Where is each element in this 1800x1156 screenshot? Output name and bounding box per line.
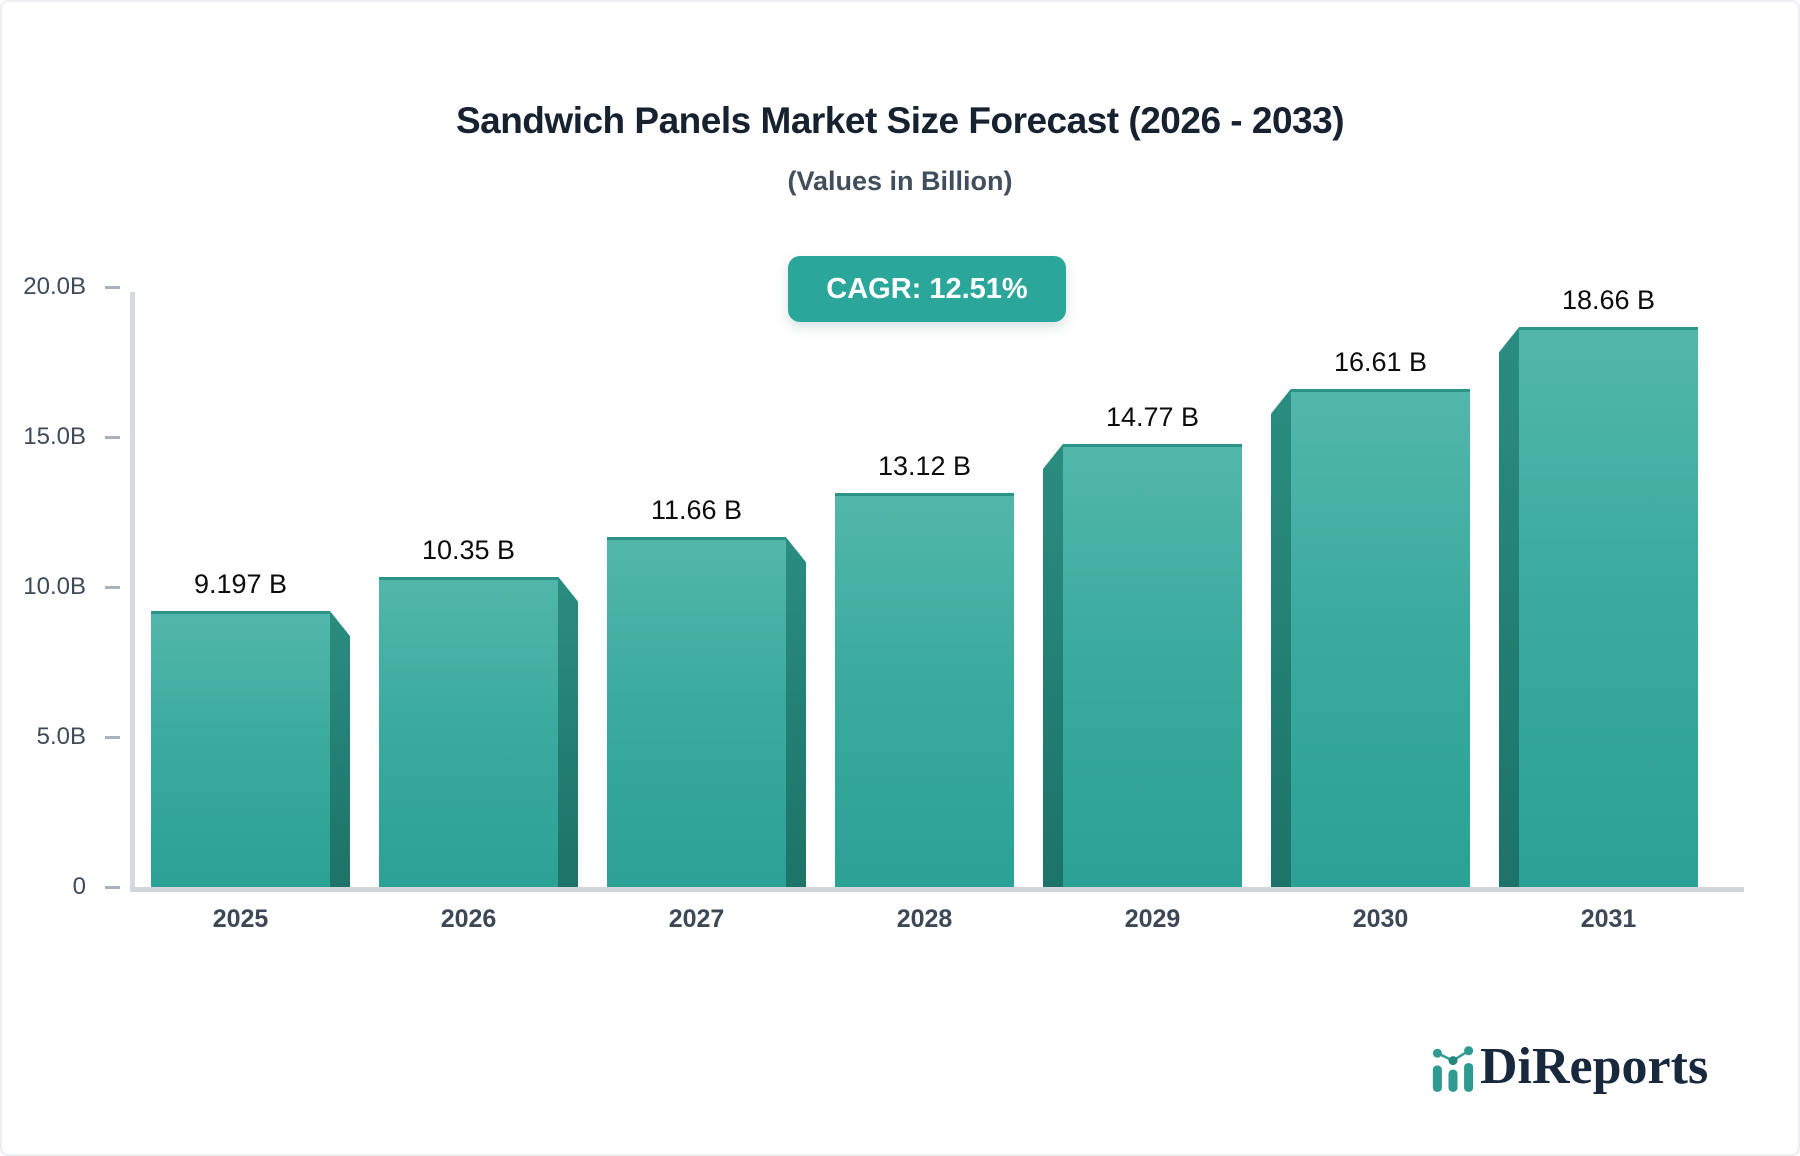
bar-2028 [835,493,1014,887]
bar-3d-side [1499,327,1519,887]
chart-title: Sandwich Panels Market Size Forecast (20… [455,100,1345,141]
x-axis-label-2031: 2031 [1580,905,1637,933]
bar-3d-side [330,611,350,887]
bar-line-chart-icon [1432,1046,1474,1092]
cagr-badge-label: CAGR: 12.51% [826,272,1028,305]
y-axis-tick [105,586,120,589]
bar-3d-side [1271,388,1291,887]
x-axis-label-2029: 2029 [1124,905,1181,933]
bar-3d-side [1043,443,1063,887]
y-axis-label: 20.0B [23,273,86,300]
y-axis-tick [105,436,120,439]
x-axis-label-2025: 2025 [212,905,269,933]
cagr-badge: CAGR: 12.51% [788,256,1066,322]
logo-text: DiReports [1480,1038,1709,1095]
x-axis-label-2026: 2026 [440,905,497,933]
y-axis-tick [105,736,120,739]
y-axis-label: 15.0B [23,423,86,450]
x-axis-label-2030: 2030 [1352,905,1409,933]
chart-subtitle: (Values in Billion) [787,166,1013,196]
y-axis-label: 5.0B [36,723,86,750]
bar-value-label: 10.35 B [421,534,516,565]
bar-2029 [1063,443,1242,887]
bar-2026 [379,576,558,887]
bar-2030 [1291,388,1470,887]
bar-value-label: 16.61 B [1333,346,1428,377]
bar-3d-side [558,576,578,887]
bar-2025 [151,611,330,887]
bar-value-label: 13.12 B [877,451,972,482]
x-axis-label-2027: 2027 [668,905,725,933]
bar-2031 [1519,327,1698,887]
x-axis-line [130,887,1744,892]
y-axis-label: 0 [72,873,86,900]
y-axis-label: 10.0B [23,573,86,600]
bar-3d-side [786,537,806,887]
bar-value-label: 14.77 B [1105,401,1200,432]
bar-value-label: 11.66 B [650,495,743,526]
bar-2027 [607,537,786,887]
bar-value-label: 18.66 B [1561,285,1656,316]
y-axis-tick [105,886,120,889]
bar-value-label: 9.197 B [193,569,288,600]
direports-logo: DiReports [1430,1038,1708,1096]
y-axis-line [130,292,135,892]
y-axis-tick [105,286,120,289]
x-axis-label-2028: 2028 [896,905,953,933]
